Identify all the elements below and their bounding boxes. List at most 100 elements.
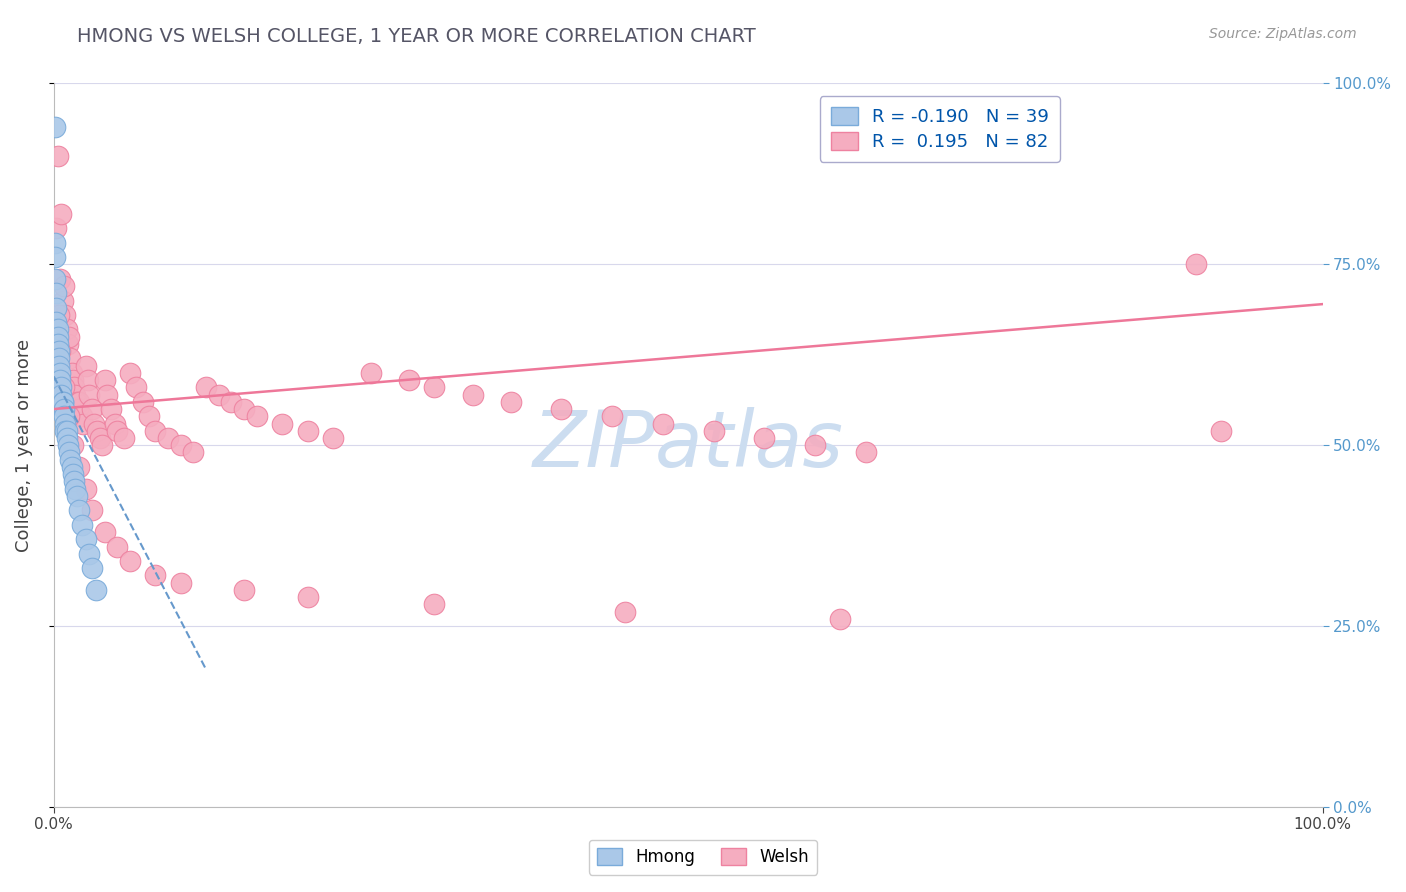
Point — [297, 590, 319, 604]
Point — [46, 329, 69, 343]
Point — [53, 409, 76, 424]
Point — [65, 482, 87, 496]
Point — [45, 315, 67, 329]
Point — [53, 308, 76, 322]
Point — [53, 402, 76, 417]
Point — [70, 517, 93, 532]
Point — [62, 438, 84, 452]
Point — [1209, 424, 1232, 438]
Point — [45, 286, 67, 301]
Point — [170, 438, 193, 452]
Point — [89, 431, 111, 445]
Point — [60, 366, 83, 380]
Point — [221, 394, 243, 409]
Point — [651, 417, 673, 431]
Point — [80, 561, 103, 575]
Y-axis label: College, 1 year or more: College, 1 year or more — [15, 339, 32, 552]
Point — [754, 431, 776, 445]
Point — [52, 394, 75, 409]
Point — [105, 540, 128, 554]
Point — [105, 424, 128, 438]
Point — [461, 387, 484, 401]
Point — [360, 366, 382, 380]
Point — [51, 380, 73, 394]
Point — [195, 380, 218, 394]
Point — [55, 424, 77, 438]
Point — [49, 344, 72, 359]
Point — [72, 417, 94, 431]
Point — [208, 387, 231, 401]
Point — [550, 402, 572, 417]
Point — [62, 373, 84, 387]
Point — [246, 409, 269, 424]
Point — [51, 207, 73, 221]
Point — [58, 329, 80, 343]
Point — [118, 554, 141, 568]
Point — [46, 337, 69, 351]
Point — [60, 459, 83, 474]
Point — [55, 322, 77, 336]
Point — [93, 373, 115, 387]
Point — [49, 366, 72, 380]
Point — [44, 120, 66, 134]
Point — [66, 489, 89, 503]
Point — [59, 351, 82, 366]
Point — [53, 417, 76, 431]
Point — [53, 424, 76, 438]
Point — [52, 394, 75, 409]
Point — [55, 431, 77, 445]
Point — [143, 424, 166, 438]
Point — [48, 351, 70, 366]
Point — [91, 438, 114, 452]
Point — [86, 424, 108, 438]
Point — [67, 394, 90, 409]
Point — [84, 582, 107, 597]
Point — [170, 575, 193, 590]
Point — [125, 380, 148, 394]
Point — [66, 394, 89, 409]
Point — [112, 431, 135, 445]
Point — [67, 459, 90, 474]
Point — [157, 431, 180, 445]
Point — [398, 373, 420, 387]
Point — [297, 424, 319, 438]
Point — [75, 359, 97, 373]
Text: ZIPatlas: ZIPatlas — [533, 408, 844, 483]
Point — [45, 221, 67, 235]
Point — [58, 445, 80, 459]
Point — [143, 568, 166, 582]
Point — [1184, 257, 1206, 271]
Point — [56, 337, 79, 351]
Point — [703, 424, 725, 438]
Point — [63, 380, 86, 394]
Point — [44, 250, 66, 264]
Point — [233, 582, 256, 597]
Point — [67, 503, 90, 517]
Point — [118, 366, 141, 380]
Point — [499, 394, 522, 409]
Point — [855, 445, 877, 459]
Point — [271, 417, 294, 431]
Point — [93, 524, 115, 539]
Point — [62, 467, 84, 482]
Point — [46, 149, 69, 163]
Point — [75, 533, 97, 547]
Point — [80, 402, 103, 417]
Point — [613, 605, 636, 619]
Point — [322, 431, 344, 445]
Point — [830, 612, 852, 626]
Point — [52, 293, 75, 308]
Point — [49, 272, 72, 286]
Point — [80, 503, 103, 517]
Point — [423, 598, 446, 612]
Point — [66, 402, 89, 417]
Point — [804, 438, 827, 452]
Point — [131, 394, 153, 409]
Point — [100, 402, 122, 417]
Point — [600, 409, 623, 424]
Point — [48, 308, 70, 322]
Legend: R = -0.190   N = 39, R =  0.195   N = 82: R = -0.190 N = 39, R = 0.195 N = 82 — [820, 96, 1060, 161]
Point — [51, 387, 73, 401]
Text: Source: ZipAtlas.com: Source: ZipAtlas.com — [1209, 27, 1357, 41]
Text: HMONG VS WELSH COLLEGE, 1 YEAR OR MORE CORRELATION CHART: HMONG VS WELSH COLLEGE, 1 YEAR OR MORE C… — [77, 27, 756, 45]
